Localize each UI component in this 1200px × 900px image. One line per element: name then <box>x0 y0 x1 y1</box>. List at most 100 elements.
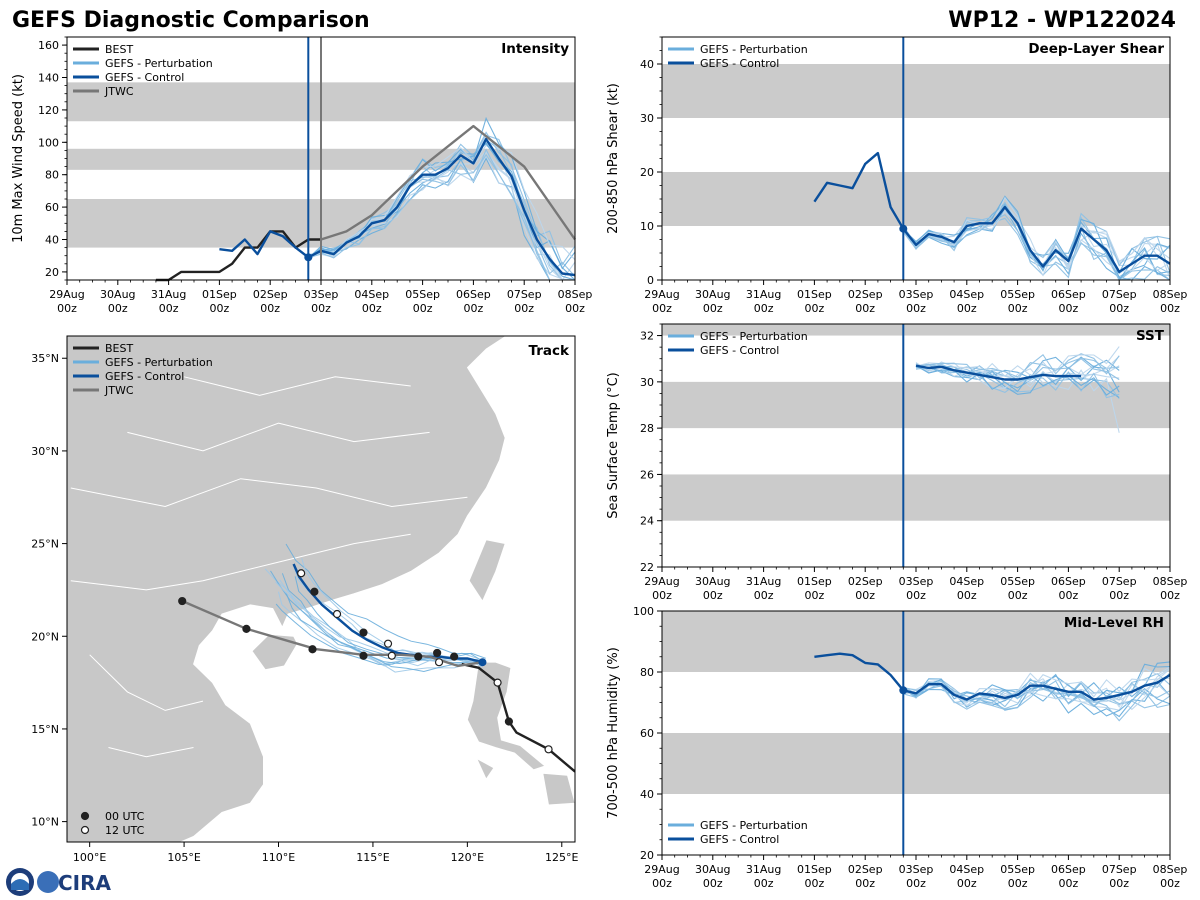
track-map-layer <box>67 336 575 842</box>
shear-xtick-label-hour: 00z <box>1059 302 1079 315</box>
sst-xtick-label-hour: 00z <box>805 589 825 602</box>
intensity-xtick-label: 01Sep <box>202 288 237 301</box>
intensity-xtick-label: 04Sep <box>354 288 389 301</box>
border-line <box>183 376 411 396</box>
luzon-island <box>466 661 546 771</box>
intensity-ytick-label: 140 <box>38 72 59 85</box>
sst-xtick-label-hour: 00z <box>1059 589 1079 602</box>
intensity-ytick-label: 80 <box>45 169 59 182</box>
rh-xtick-label: 29Aug <box>644 863 679 876</box>
border-line <box>89 654 204 711</box>
rh-xtick-label-hour: 00z <box>1160 877 1180 890</box>
intensity-xtick-label-hour: 00z <box>464 302 484 315</box>
track-jtwc-marker <box>178 596 187 606</box>
sst-ytick-label: 24 <box>640 515 654 528</box>
rh-xtick-label: 30Aug <box>695 863 730 876</box>
intensity-xtick-label: 02Sep <box>253 288 288 301</box>
track-control-marker <box>332 609 342 619</box>
shear-xtick-label: 30Aug <box>695 288 730 301</box>
intensity-ylabel: 10m Max Wind Speed (kt) <box>11 74 26 243</box>
mindoro-island <box>475 757 495 780</box>
track-xtick-label: 125°E <box>545 851 578 864</box>
sst-legend-label: GEFS - Control <box>700 344 779 357</box>
rh-xtick-label: 01Sep <box>797 863 832 876</box>
sst-band <box>662 474 1170 521</box>
intensity-legend-label: BEST <box>105 43 133 56</box>
rh-legend-label: GEFS - Control <box>700 833 779 846</box>
rh-gefs-control-line <box>814 652 1171 701</box>
globe-icon <box>37 871 59 893</box>
track-jtwc-marker <box>308 645 317 654</box>
track-control-marker <box>383 639 393 648</box>
intensity-xtick-label-hour: 00z <box>57 302 77 315</box>
track-panel-title: Track <box>529 343 570 359</box>
shear-legend-label: GEFS - Control <box>700 57 779 70</box>
sst-xtick-label: 04Sep <box>949 575 984 588</box>
track-ytick-label: 10°N <box>31 816 59 829</box>
shear-xtick-label-hour: 00z <box>1109 302 1129 315</box>
sst-ytick-label: 32 <box>640 330 654 343</box>
panel-track: 100°E 105°E 110°E 115°E 120°E 125°E 10°N 15°N 20… <box>31 335 579 864</box>
rh-xtick-label: 03Sep <box>899 863 934 876</box>
shear-gefs-control-line <box>813 151 1171 274</box>
panels-layer: 29Aug00z30Aug00z31Aug00z01Sep00z02Sep00z… <box>11 36 1187 890</box>
track-jtwc-marker <box>359 651 368 660</box>
rh-xtick-label: 05Sep <box>1000 863 1035 876</box>
rh-xtick-label: 06Sep <box>1051 863 1086 876</box>
shear-ylabel: 200-850 hPa Shear (kt) <box>606 83 621 234</box>
intensity-perturbation-line <box>308 148 575 281</box>
intensity-perturbation-line <box>308 134 576 261</box>
intensity-xtick-label: 31Aug <box>151 288 186 301</box>
border-line <box>70 478 468 508</box>
panel-shear: 29Aug00z30Aug00z31Aug00z01Sep00z02Sep00z… <box>606 36 1187 315</box>
track-perturbation-line <box>285 543 484 662</box>
noaa-wave-icon <box>11 879 29 890</box>
intensity-xtick-label: 30Aug <box>100 288 135 301</box>
rh-perturbation-line <box>903 677 1171 707</box>
panel-intensity: 29Aug00z30Aug00z31Aug00z01Sep00z02Sep00z… <box>11 36 592 315</box>
track-ytick-label: 35°N <box>31 352 59 365</box>
track-init-point <box>478 658 487 667</box>
shear-xtick-label: 01Sep <box>797 288 832 301</box>
intensity-ytick-label: 20 <box>45 266 59 279</box>
rh-xtick-label-hour: 00z <box>652 877 672 890</box>
shear-xtick-label-hour: 00z <box>855 302 875 315</box>
sst-ytick-label: 22 <box>640 561 654 574</box>
shear-xtick-label-hour: 00z <box>957 302 977 315</box>
rh-xtick-label: 07Sep <box>1102 863 1137 876</box>
rh-legend-label: GEFS - Perturbation <box>700 819 808 832</box>
shear-xtick-label: 06Sep <box>1051 288 1086 301</box>
rh-band <box>662 611 1170 672</box>
track-marker-legend-swatch <box>80 825 90 835</box>
rh-ytick-label: 80 <box>640 666 654 679</box>
shear-xtick-label-hour: 00z <box>805 302 825 315</box>
intensity-perturbation-line <box>308 154 576 281</box>
sst-xtick-label-hour: 00z <box>652 589 672 602</box>
sst-xtick-label-hour: 00z <box>703 589 723 602</box>
rh-xtick-label: 04Sep <box>949 863 984 876</box>
intensity-ytick-label: 160 <box>38 39 59 52</box>
track-jtwc-marker <box>387 651 396 660</box>
intensity-xtick-label-hour: 00z <box>362 302 382 315</box>
sst-xtick-label: 03Sep <box>899 575 934 588</box>
samar-island <box>542 772 575 806</box>
intensity-xtick-label: 05Sep <box>405 288 440 301</box>
track-ytick-label: 25°N <box>31 538 59 551</box>
taiwan-island <box>468 539 506 602</box>
track-xtick-label: 120°E <box>451 851 484 864</box>
rh-ytick-label: 40 <box>640 788 654 801</box>
rh-band <box>662 733 1170 794</box>
intensity-xtick-label-hour: 00z <box>210 302 230 315</box>
shear-xtick-label: 29Aug <box>644 288 679 301</box>
intensity-xtick-label-hour: 00z <box>311 302 331 315</box>
shear-xtick-label-hour: 00z <box>652 302 672 315</box>
shear-xtick-label: 02Sep <box>848 288 883 301</box>
sst-ytick-label: 28 <box>640 422 654 435</box>
storm-id: WP12 - WP122024 <box>948 8 1176 33</box>
shear-xtick-label: 03Sep <box>899 288 934 301</box>
track-best-marker <box>493 678 502 687</box>
rh-xtick-label-hour: 00z <box>1008 877 1028 890</box>
sst-gefs-control-line <box>915 364 1082 381</box>
sst-xtick-label: 31Aug <box>746 575 781 588</box>
